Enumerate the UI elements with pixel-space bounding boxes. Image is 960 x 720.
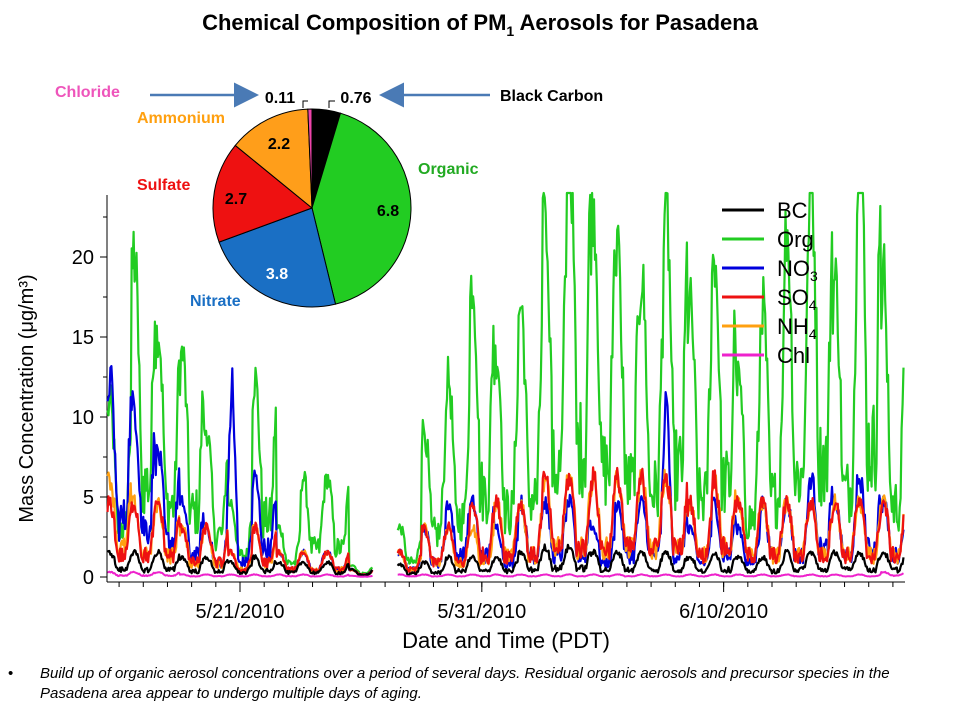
legend-label-so4: SO4: [777, 285, 817, 313]
leader-chloride: [302, 100, 308, 108]
series-lines: [106, 191, 905, 578]
series-line-so4: [106, 466, 905, 577]
pie-slice-no3: [218, 207, 337, 308]
legend-label-bc: BC: [777, 198, 808, 223]
y-tick-label: 15: [72, 327, 94, 349]
pie-slice-so4: [212, 144, 313, 243]
legend-label-chl: Chl: [777, 343, 810, 368]
pie-value-label-bc: 0.76: [340, 90, 371, 107]
pie-slice-org: [311, 112, 412, 305]
pie-slice-chl: [307, 108, 313, 209]
series-line-bc: [106, 543, 905, 577]
pie-value-label-no3: 3.8: [266, 266, 288, 283]
series-line-chl: [107, 570, 904, 578]
plot-area: 0 5 10 15 20 5/21/2010 5/31/2010 6/10/2010 Date …: [16, 191, 905, 653]
pie-name-label-nh4: Ammonium: [137, 110, 225, 127]
bullet-dot: •: [8, 665, 14, 682]
series-line-org: [106, 191, 905, 576]
x-tick-label: 6/10/2010: [679, 601, 768, 623]
leader-black-carbon: [328, 100, 335, 108]
y-tick-label: 5: [83, 487, 94, 509]
pie-slice-nh4: [234, 108, 313, 210]
x-axis-title: Date and Time (PDT): [402, 628, 610, 653]
pie-name-label-no3: Nitrate: [190, 293, 241, 310]
pie-name-label-org: Organic: [418, 161, 479, 178]
y-tick-label: 10: [72, 407, 94, 429]
x-tick-label: 5/21/2010: [196, 601, 285, 623]
pie-name-label-so4: Sulfate: [137, 177, 190, 194]
chart-title: Chemical Composition of PM1 Aerosols for…: [202, 10, 759, 39]
pie-chart: 0.76 Black Carbon 6.8 Organic 3.8 Nitrate 2.7 S…: [55, 82, 603, 310]
legend-label-no3: NO3: [777, 256, 818, 284]
pie-value-label-nh4: 2.2: [268, 136, 290, 153]
x-tick-label: 5/31/2010: [437, 601, 526, 623]
note-text: Build up of organic aerosol concentratio…: [40, 665, 890, 702]
y-tick-label: 20: [72, 247, 94, 269]
pie-name-label-chl: Chloride: [55, 84, 120, 101]
y-axis-title: Mass Concentration (μg/m³): [16, 274, 38, 522]
pie-value-label-so4: 2.7: [225, 191, 247, 208]
legend-label-nh4: NH4: [777, 314, 817, 342]
legend-label-org: Org: [777, 227, 814, 252]
pie-value-label-org: 6.8: [377, 203, 399, 220]
y-tick-label: 0: [83, 567, 94, 589]
pie-name-label-bc: Black Carbon: [500, 88, 603, 105]
pie-value-label-chl: 0.11: [265, 90, 295, 107]
